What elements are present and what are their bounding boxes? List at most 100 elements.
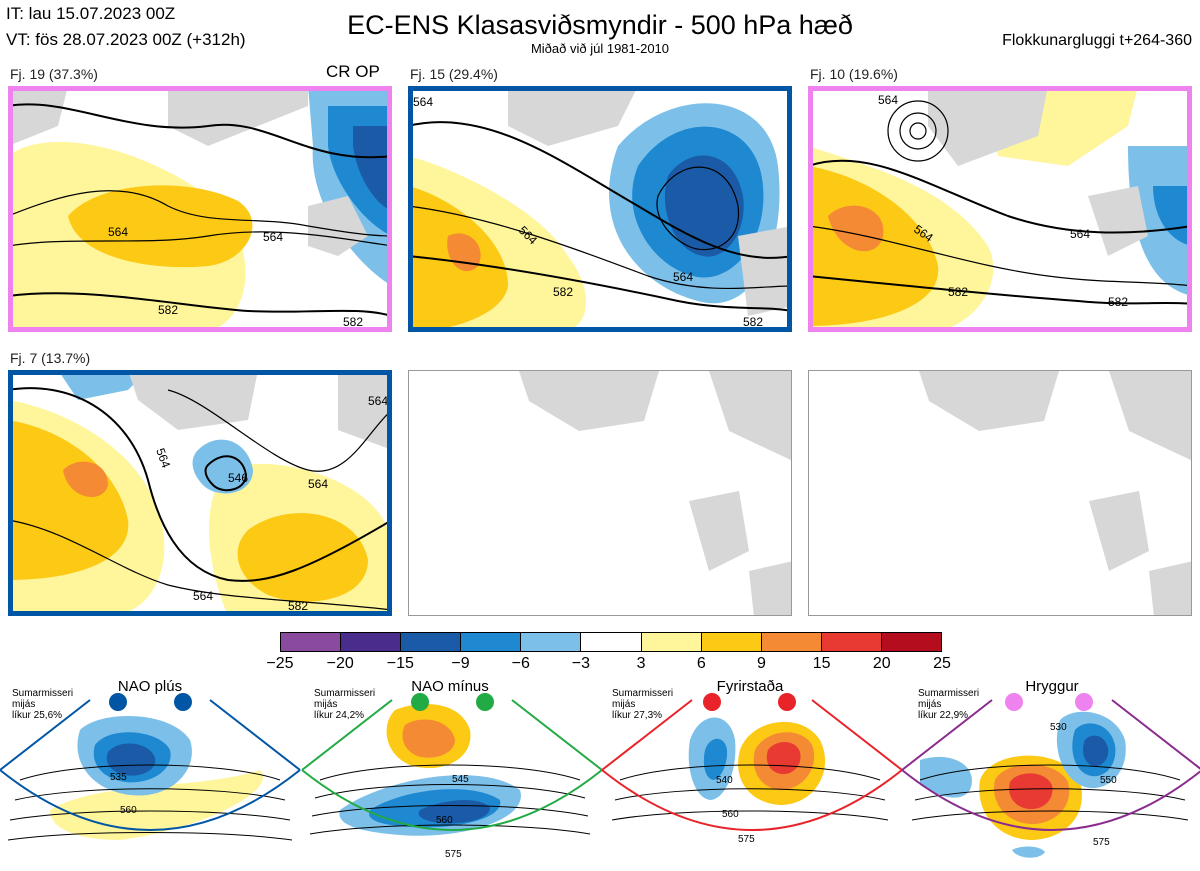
regime-contour-label: 560: [436, 815, 453, 826]
colorbar-tick-label: −3: [571, 655, 591, 672]
contour-label: 564: [308, 477, 328, 491]
colorbar-segment: [881, 633, 942, 651]
regime-maps: 535 560 545 560 575 540 560 5: [0, 693, 1200, 860]
regime-4-meta: Sumarmisseri mijás líkur 22,9%: [918, 688, 980, 721]
colorbar-segment: [341, 633, 402, 651]
regime-3-title: Fyrirstaða: [716, 678, 784, 695]
regime-contour-label: 575: [445, 849, 462, 860]
initial-time: IT: lau 15.07.2023 00Z: [6, 4, 176, 23]
colorbar-tick-label: 25: [933, 655, 951, 672]
regime-contour-label: 575: [1093, 837, 1110, 848]
regime-contour-label: 545: [452, 774, 469, 785]
cluster-4-map: 564 546 564 564 582 564: [8, 370, 392, 616]
regime-1-title: NAO plús: [117, 678, 183, 695]
regime-dot: [411, 693, 429, 711]
contour-line: [808, 275, 1192, 305]
regime-dot: [778, 693, 796, 711]
colorbar-tick-label: −20: [326, 655, 354, 672]
regime-4-map: 530 550 575: [901, 693, 1200, 860]
colorbar-segment: [461, 633, 522, 651]
contour-label: 564: [153, 446, 173, 470]
colorbar-segment: [281, 633, 342, 651]
contour-line: [8, 190, 392, 237]
regime-1-map: 535 560: [0, 693, 301, 860]
contour-label: 582: [1108, 295, 1128, 309]
contour-line: [8, 231, 392, 247]
contour-label: 582: [158, 303, 178, 317]
contour-label: 582: [553, 285, 573, 299]
regime-contour-label: 560: [722, 809, 739, 820]
contour-line: [8, 519, 392, 611]
colorbar-tick-label: −15: [386, 655, 414, 672]
regime-dot: [109, 693, 127, 711]
greenland-land: [168, 86, 308, 146]
contour-label: 564: [673, 270, 693, 284]
contour-line: [808, 159, 1192, 234]
regime-contour-label: 550: [1100, 775, 1117, 786]
contour-label: 564: [193, 589, 213, 603]
regime-dot: [476, 693, 494, 711]
regime-2-title: NAO mínus: [411, 678, 489, 695]
colorbar-segment: [761, 633, 822, 651]
cluster-3-map: 564 564 582 582 564: [808, 86, 1192, 332]
regime-frame: [601, 699, 903, 831]
regime-3-meta: Sumarmisseri mijás líkur 27,3%: [612, 688, 674, 721]
colorbar-segment: [521, 633, 582, 651]
colorbar-tick-label: 3: [636, 655, 646, 672]
cluster-4-label: Fj. 7 (13.7%): [10, 350, 91, 366]
contour-label: 564: [413, 95, 433, 109]
contour-line: [204, 455, 248, 492]
contour-label: 546: [228, 471, 248, 485]
regime-2-map: 545 560 575: [301, 693, 603, 860]
contour-line: [408, 255, 792, 312]
empty-map-6: [808, 370, 1192, 616]
colorbar-tick-label: 15: [812, 655, 831, 672]
colorbar-tick-label: −9: [451, 655, 470, 672]
contour-line: [408, 121, 792, 259]
contour-label: 582: [343, 315, 363, 329]
regime-dot: [1005, 693, 1023, 711]
contour-line: [887, 100, 949, 162]
regime-2-meta: Sumarmisseri mijás líkur 24,2%: [314, 688, 376, 721]
contour-line: [167, 389, 392, 472]
climatology-subtitle: Miðað við júl 1981-2010: [530, 41, 670, 56]
regime-contour-label: 530: [1050, 722, 1067, 733]
cluster-2-map: 564 564 582 582 564: [408, 86, 792, 332]
colorbar-tick-label: −25: [266, 655, 294, 672]
colorbar-tick-label: 6: [696, 655, 706, 672]
colorbar-tick-label: 20: [872, 655, 891, 672]
regime-contour-label: 575: [738, 834, 755, 845]
colorbar-segment: [401, 633, 462, 651]
clustering-window: Flokkunargluggi t+264-360: [1002, 32, 1192, 49]
valid-time: VT: fös 28.07.2023 00Z (+312h): [6, 30, 246, 49]
contour-line: [808, 225, 1192, 287]
contour-line: [899, 112, 937, 150]
regime-contour-label: 560: [120, 805, 137, 816]
regime-1-meta: Sumarmisseri mijás líkur 25,6%: [12, 688, 74, 721]
regime-frame: [901, 699, 1200, 831]
contour-line: [909, 122, 927, 140]
colorbar-tick-label: −6: [511, 655, 530, 672]
colorbar-segment: [821, 633, 882, 651]
contour-label: 564: [368, 394, 388, 408]
regime-3-map: 540 560 575: [601, 693, 903, 860]
regime-dot: [174, 693, 192, 711]
regime-contour-label: 535: [110, 772, 127, 783]
contour-line: [8, 103, 392, 159]
regime-dot: [703, 693, 721, 711]
colorbar-tick-label: 9: [757, 655, 766, 672]
contour-label: 564: [108, 225, 128, 239]
anomaly-colorbar: [280, 632, 942, 652]
colorbar-segment: [701, 633, 762, 651]
contour-line: [8, 387, 392, 582]
contour-label: 564: [878, 93, 898, 107]
cluster-1-map: 564 564 582 582: [8, 86, 392, 332]
regime-contour-label: 540: [716, 775, 733, 786]
contour-line: [408, 205, 792, 290]
contour-label: 564: [1070, 227, 1090, 241]
cluster-1-badge: CR OP: [326, 62, 380, 81]
contour-label: 582: [948, 285, 968, 299]
regime-frame: [0, 699, 301, 831]
empty-map-5: [408, 370, 792, 616]
contour-label: 582: [743, 315, 763, 329]
